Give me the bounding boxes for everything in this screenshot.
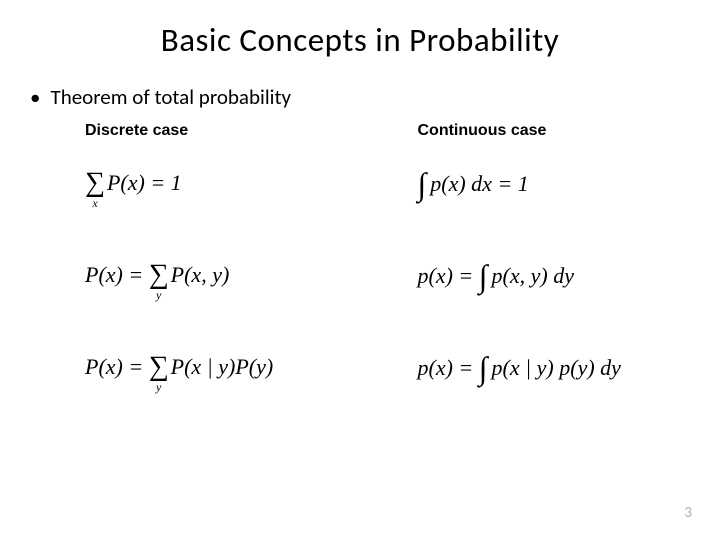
discrete-heading: Discrete case [85, 122, 388, 140]
continuous-eq-1: ∫p(x) dx = 1 [418, 168, 720, 216]
eq-body: p(x) dx = 1 [430, 171, 529, 196]
sigma-icon: ∑y [149, 261, 169, 289]
eq-lhs: P(x) = [85, 354, 149, 379]
eq-lhs: P(x) = [85, 262, 149, 287]
bullet-marker: • [30, 84, 40, 110]
eq-lhs: p(x) = [418, 263, 479, 288]
eq-body: P(x | y)P(y) [171, 354, 274, 379]
sigma-icon: ∑y [149, 353, 169, 381]
bullet-text: Theorem of total probability [50, 84, 291, 110]
integral-icon: ∫ [479, 260, 488, 292]
continuous-heading: Continuous case [418, 122, 720, 140]
discrete-eq-1: ∑xP(x) = 1 [85, 168, 388, 216]
eq-body: P(x, y) [171, 262, 230, 287]
two-column-layout: Discrete case ∑xP(x) = 1 P(x) = ∑yP(x, y… [0, 110, 720, 444]
continuous-eq-2: p(x) = ∫p(x, y) dy [418, 260, 720, 308]
integral-icon: ∫ [479, 352, 488, 384]
continuous-eq-3: p(x) = ∫p(x | y) p(y) dy [418, 352, 720, 400]
eq-body: p(x, y) dy [492, 263, 574, 288]
slide-title: Basic Concepts in Probability [0, 0, 720, 60]
sigma-icon: ∑x [85, 169, 105, 197]
bullet-item: • Theorem of total probability [0, 60, 720, 110]
continuous-column: Continuous case ∫p(x) dx = 1 p(x) = ∫p(x… [388, 122, 720, 444]
eq-lhs: p(x) = [418, 355, 479, 380]
eq-body: P(x) = 1 [107, 170, 182, 195]
integral-icon: ∫ [418, 168, 427, 200]
discrete-column: Discrete case ∑xP(x) = 1 P(x) = ∑yP(x, y… [0, 122, 388, 444]
discrete-eq-2: P(x) = ∑yP(x, y) [85, 260, 388, 308]
page-number: 3 [684, 504, 692, 522]
eq-body: p(x | y) p(y) dy [492, 355, 621, 380]
discrete-eq-3: P(x) = ∑yP(x | y)P(y) [85, 352, 388, 400]
